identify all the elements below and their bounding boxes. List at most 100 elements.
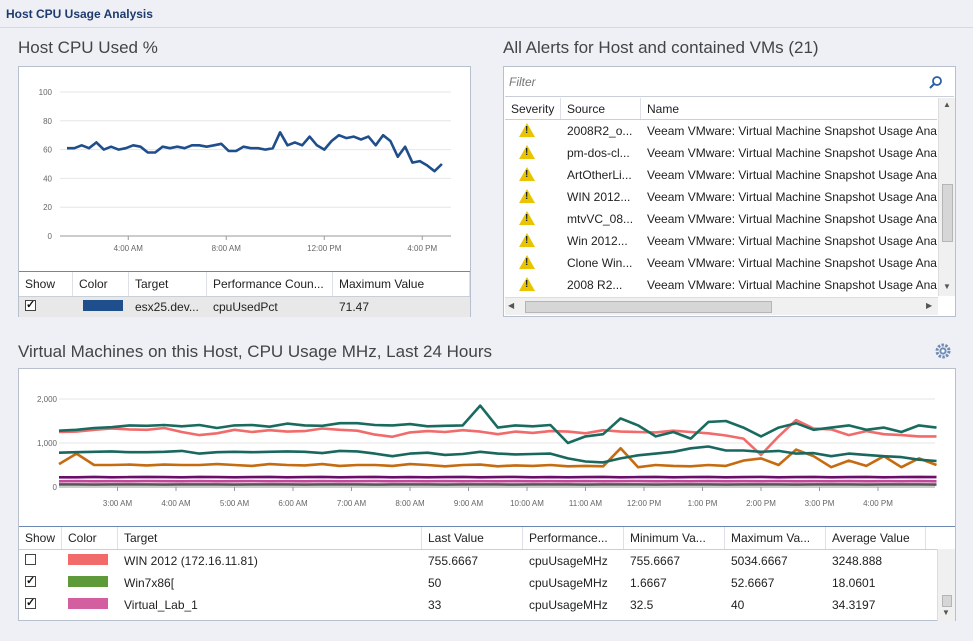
alert-row[interactable]: Clone Win... Veeam VMware: Virtual Machin… bbox=[505, 252, 937, 274]
y-tick-label: 80 bbox=[43, 117, 52, 126]
max-cell: 52.6667 bbox=[731, 576, 775, 590]
alert-name: Veeam VMware: Virtual Machine Snapshot U… bbox=[647, 256, 937, 270]
col-name[interactable]: Name bbox=[647, 101, 680, 116]
col-target[interactable]: Target bbox=[118, 527, 422, 549]
alert-row[interactable]: mtvVC_08... Veeam VMware: Virtual Machine… bbox=[505, 208, 937, 230]
col-source[interactable]: Source bbox=[561, 98, 641, 119]
last-value-cell: 755.6667 bbox=[428, 554, 479, 568]
y-tick-label: 0 bbox=[53, 483, 58, 492]
color-swatch bbox=[68, 598, 108, 609]
alert-row[interactable]: 2008R2_o... Veeam VMware: Virtual Machine… bbox=[505, 120, 937, 142]
col-show[interactable]: Show bbox=[19, 272, 73, 296]
col-performance-counter[interactable]: Performance Coun... bbox=[207, 272, 333, 296]
x-tick-label: 12:00 PM bbox=[307, 244, 342, 253]
max-cell: 71.47 bbox=[339, 300, 370, 314]
col-minimum-value[interactable]: Minimum Va... bbox=[624, 527, 725, 549]
x-tick-label: 4:00 PM bbox=[863, 499, 893, 508]
scroll-thumb[interactable] bbox=[942, 184, 953, 242]
x-tick-label: 4:00 PM bbox=[407, 244, 437, 253]
x-tick-label: 6:00 AM bbox=[278, 499, 308, 508]
col-color[interactable]: Color bbox=[62, 527, 118, 549]
col-show[interactable]: Show bbox=[19, 527, 62, 549]
warning-icon bbox=[519, 232, 535, 247]
alert-source: Win 2012... bbox=[567, 234, 628, 248]
avg-cell: 34.3197 bbox=[832, 598, 876, 612]
col-average-value[interactable]: Average Value bbox=[826, 527, 926, 549]
x-tick-label: 9:00 AM bbox=[454, 499, 484, 508]
alerts-title: All Alerts for Host and contained VMs (2… bbox=[503, 38, 819, 57]
x-tick-label: 4:00 AM bbox=[114, 244, 144, 253]
counter-cell: cpuUsageMHz bbox=[529, 576, 608, 590]
vm-usage-panel: 0 1,000 2,000 3:00 AM 4:00 AM 5:00 AM 6:00 AM 7… bbox=[18, 368, 956, 621]
col-maximum-value[interactable]: Maximum Va... bbox=[725, 527, 826, 549]
alert-row[interactable]: WIN 2012... Veeam VMware: Virtual Machine… bbox=[505, 186, 937, 208]
min-cell: 32.5 bbox=[630, 598, 654, 612]
x-tick-label: 5:00 AM bbox=[220, 499, 250, 508]
min-cell: 1.6667 bbox=[630, 576, 667, 590]
scroll-thumb[interactable] bbox=[942, 595, 952, 607]
warning-icon bbox=[519, 210, 535, 225]
table-row[interactable]: WIN 2012 (172.16.11.81) 755.6667 cpuUsageM… bbox=[19, 550, 937, 572]
last-value-cell: 50 bbox=[428, 576, 442, 590]
alert-row[interactable]: Win 2012... Veeam VMware: Virtual Machine… bbox=[505, 230, 937, 252]
table-row[interactable]: Win7x86[50 cpuUsageMHz 1.6667 52.6667 18.060… bbox=[19, 572, 937, 594]
col-performance-counter[interactable]: Performance... bbox=[523, 527, 624, 549]
last-value-cell: 33 bbox=[428, 598, 442, 612]
scroll-down-arrow[interactable]: ▼ bbox=[943, 282, 951, 291]
series-line-1 bbox=[58, 404, 937, 445]
x-tick-label: 1:00 PM bbox=[688, 499, 718, 508]
target-cell: Virtual_Lab_1 bbox=[124, 598, 198, 612]
alert-source: ArtOtherLi... bbox=[567, 168, 632, 182]
alert-row[interactable]: 2008 R2... Veeam VMware: Virtual Machine … bbox=[505, 274, 937, 296]
table-row[interactable]: esx25.dev... cpuUsedPct 71.47 bbox=[19, 297, 470, 317]
alert-name: Veeam VMware: Virtual Machine Snapshot U… bbox=[647, 168, 937, 182]
scroll-right-arrow[interactable]: ▶ bbox=[926, 301, 933, 310]
table-row[interactable]: Virtual_Lab_1 33 cpuUsageMHz 32.5 40 34.3197 bbox=[19, 594, 937, 616]
show-checkbox[interactable] bbox=[25, 598, 36, 609]
gear-icon[interactable] bbox=[934, 342, 952, 360]
scroll-down-arrow[interactable]: ▼ bbox=[942, 608, 950, 617]
title-divider bbox=[0, 27, 973, 28]
vm-legend-header: Show Color Target Last Value Performance… bbox=[19, 527, 937, 550]
y-tick-label: 2,000 bbox=[37, 395, 58, 404]
col-severity[interactable]: Severity bbox=[505, 98, 561, 119]
filter-input[interactable] bbox=[507, 71, 921, 93]
warning-icon bbox=[519, 276, 535, 291]
show-checkbox[interactable] bbox=[25, 554, 36, 565]
min-cell: 755.6667 bbox=[630, 554, 681, 568]
alert-name: Veeam VMware: Virtual Machine Snapshot U… bbox=[647, 278, 937, 292]
alerts-vertical-scrollbar[interactable]: ▲ ▼ bbox=[938, 98, 955, 296]
series-line-2 bbox=[58, 447, 937, 469]
search-icon[interactable] bbox=[929, 75, 943, 89]
col-last-value[interactable]: Last Value bbox=[422, 527, 523, 549]
show-checkbox[interactable] bbox=[25, 300, 36, 311]
show-checkbox[interactable] bbox=[25, 576, 36, 587]
warning-icon bbox=[519, 122, 535, 137]
warning-icon bbox=[519, 144, 535, 159]
alert-source: pm-dos-cl... bbox=[567, 146, 630, 160]
col-color[interactable]: Color bbox=[73, 272, 129, 296]
x-tick-label: 12:00 PM bbox=[627, 499, 662, 508]
host-cpu-title: Host CPU Used % bbox=[18, 38, 158, 57]
y-tick-label: 40 bbox=[43, 174, 52, 183]
alerts-horizontal-scrollbar[interactable]: ◀ ▶ bbox=[505, 297, 938, 315]
scroll-left-arrow[interactable]: ◀ bbox=[508, 301, 515, 310]
alert-row[interactable]: ArtOtherLi... Veeam VMware: Virtual Machi… bbox=[505, 164, 937, 186]
warning-icon bbox=[519, 166, 535, 181]
h-scroll-thumb[interactable] bbox=[525, 301, 772, 313]
col-maximum-value[interactable]: Maximum Value bbox=[333, 272, 470, 296]
vm-legend-scrollbar[interactable]: ▼ bbox=[937, 549, 955, 621]
color-swatch bbox=[68, 576, 108, 587]
avg-cell: 3248.888 bbox=[832, 554, 883, 568]
alert-name: Veeam VMware: Virtual Machine Snapshot U… bbox=[647, 146, 937, 160]
alert-row[interactable]: pm-dos-cl... Veeam VMware: Virtual Machin… bbox=[505, 142, 937, 164]
y-tick-label: 60 bbox=[43, 146, 52, 155]
col-target[interactable]: Target bbox=[129, 272, 207, 296]
alert-source: WIN 2012... bbox=[567, 190, 631, 204]
scroll-up-arrow[interactable]: ▲ bbox=[943, 100, 951, 109]
page-title: Host CPU Usage Analysis bbox=[6, 7, 153, 21]
target-cell: esx25.dev... bbox=[135, 300, 199, 314]
alerts-table-header: Severity Source Name bbox=[505, 98, 937, 120]
alert-source: Clone Win... bbox=[567, 256, 633, 270]
host-cpu-legend-header: Show Color Target Performance Coun... Ma… bbox=[19, 272, 470, 297]
